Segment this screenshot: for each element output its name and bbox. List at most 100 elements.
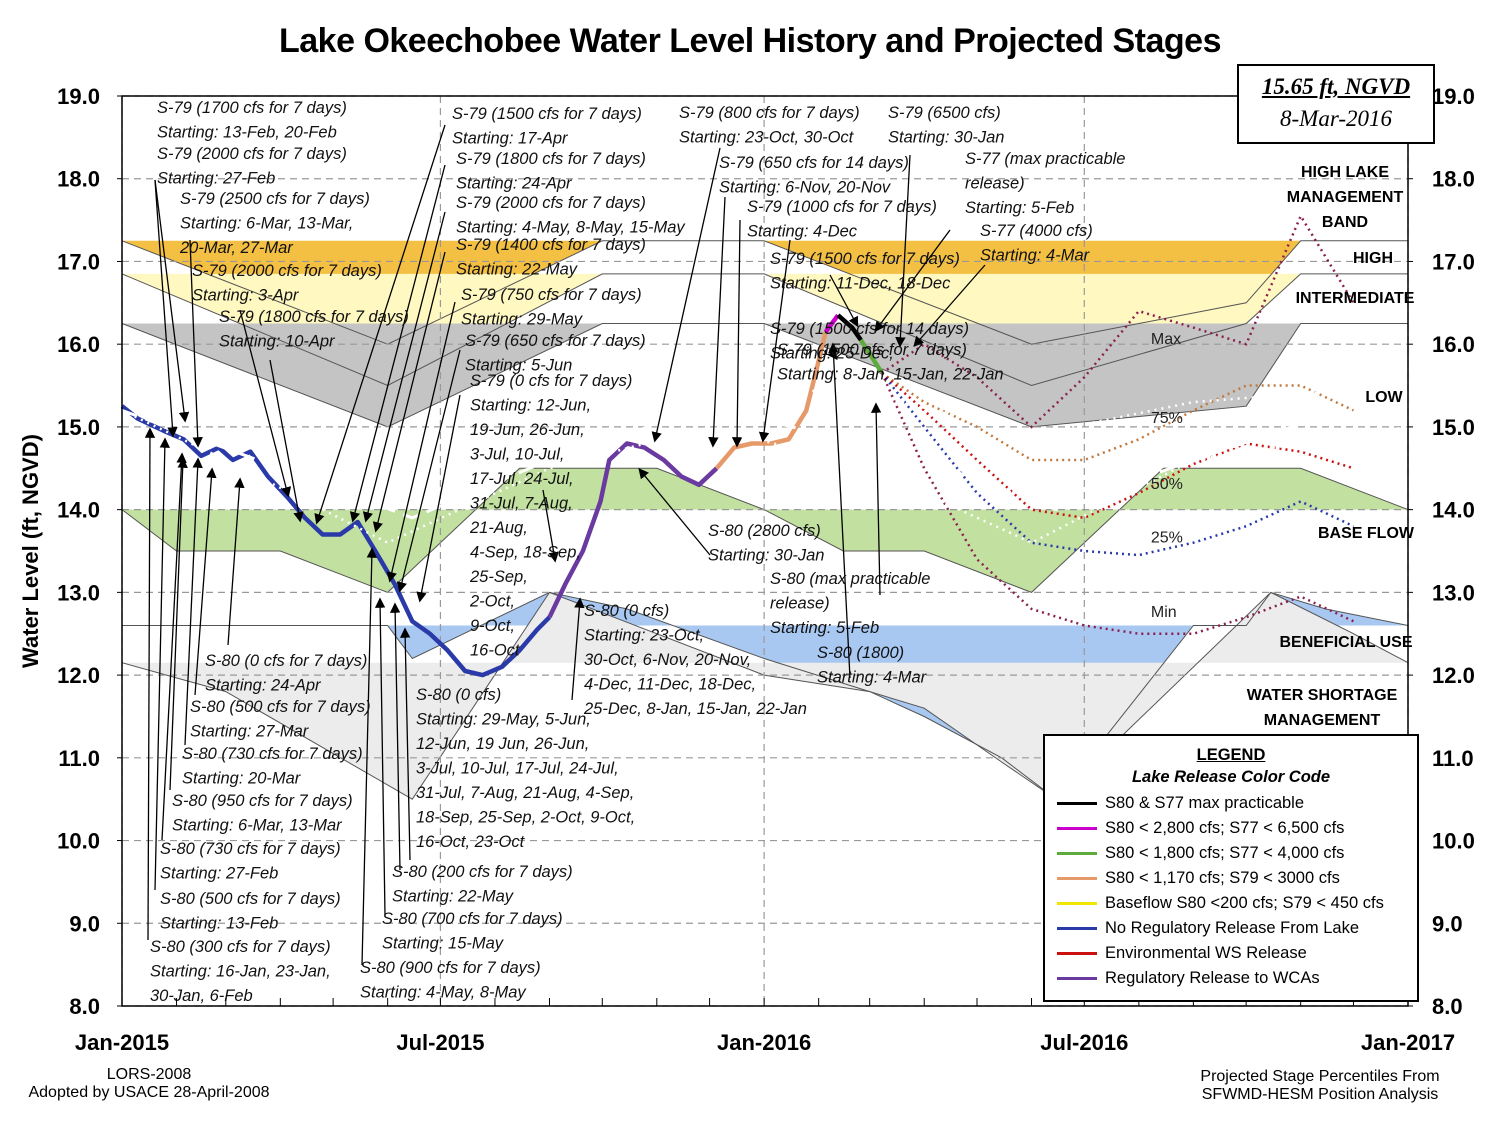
- current-stage-value: 15.65 ft, NGVD: [1261, 74, 1411, 99]
- annotation-arrow: [386, 301, 456, 583]
- release-annotation: 4-Dec, 11-Dec, 18-Dec,: [584, 676, 756, 694]
- release-annotation: release): [770, 595, 830, 613]
- release-annotation: 20-Mar, 27-Mar: [179, 239, 294, 257]
- footer-right-line1: Projected Stage Percentiles From: [1200, 1068, 1440, 1085]
- historical-mean-line: [121, 404, 1354, 520]
- release-annotation: S-80 (200 cfs for 7 days): [392, 863, 573, 881]
- y-tick-label-right: 13.0: [1432, 580, 1475, 605]
- release-annotation: Starting: 15-May: [382, 935, 505, 953]
- release-annotation: 31-Jul, 7-Aug,: [470, 495, 573, 513]
- legend-swatch: [1057, 927, 1097, 930]
- release-annotation: S-79 (2000 cfs for 7 days): [157, 145, 347, 163]
- percentile-label: 75%: [1151, 410, 1183, 427]
- release-annotation: S-80 (max practicable: [770, 570, 930, 588]
- release-annotation: Starting: 4-May, 8-May, 15-May: [456, 219, 686, 237]
- release-annotation: S-77 (4000 cfs): [980, 222, 1093, 240]
- release-annotation: 12-Jun, 19 Jun, 26-Jun,: [416, 735, 589, 753]
- annotation-arrow: [239, 309, 292, 498]
- annotation-arrow: [154, 179, 190, 423]
- y-tick-label-right: 9.0: [1432, 911, 1463, 936]
- release-annotation: 4-Sep, 18-Sep,: [470, 544, 581, 562]
- annotation-arrow: [161, 452, 187, 841]
- release-annotation: Starting: 12-Jun,: [470, 397, 591, 415]
- footer-left-line1: LORS-2008: [106, 1066, 192, 1083]
- annotation-arrow: [269, 359, 304, 523]
- legend-swatch: [1057, 827, 1097, 830]
- observed-stage-segment: [859, 338, 884, 375]
- release-annotation: Starting: 20-Mar: [182, 770, 302, 788]
- release-annotation: Starting: 22-May: [392, 888, 515, 906]
- annotation-arrow: [349, 164, 446, 523]
- release-annotation: S-79 (650 cfs for 7 days): [465, 332, 646, 350]
- release-annotation: S-79 (6500 cfs): [888, 104, 1001, 122]
- y-axis-label: Water Level (ft, NGVD): [18, 434, 43, 668]
- y-tick-label-right: 19.0: [1432, 84, 1475, 109]
- zone-boundary-line: [121, 323, 1408, 428]
- release-annotation: S-79 (0 cfs for 7 days): [470, 372, 632, 390]
- release-annotation: S-79 (2500 cfs for 7 days): [180, 190, 370, 208]
- zone-label: BAND: [1322, 214, 1368, 231]
- zone-boundary-line: [121, 273, 1408, 387]
- y-tick-label-left: 13.0: [57, 580, 100, 605]
- legend-item: S80 < 2,800 cfs; S77 < 6,500 cfs: [1045, 816, 1417, 841]
- annotation-arrow: [227, 477, 245, 646]
- zone-label: MANAGEMENT: [1287, 189, 1404, 206]
- y-tick-label-right: 12.0: [1432, 663, 1475, 688]
- release-annotation: Starting: 30-Jan: [708, 547, 824, 565]
- legend-swatch: [1057, 902, 1097, 905]
- release-annotation: S-80 (500 cfs for 7 days): [160, 890, 341, 908]
- y-tick-label-right: 8.0: [1432, 994, 1463, 1019]
- release-annotation: Starting: 5-Feb: [965, 199, 1074, 217]
- zone-label: BENEFICIAL USE: [1279, 634, 1412, 651]
- zone-boundary-line: [121, 240, 1408, 345]
- release-annotation: 3-Jul, 10-Jul, 17-Jul, 24-Jul,: [416, 760, 619, 778]
- release-annotation: 17-Jul, 24-Jul,: [470, 470, 574, 488]
- annotation-arrow: [184, 457, 203, 746]
- release-annotation: S-80 (730 cfs for 7 days): [160, 840, 341, 858]
- y-tick-label-right: 14.0: [1432, 498, 1475, 523]
- annotation-arrow: [829, 274, 859, 328]
- release-annotation: S-77 (max practicable: [965, 150, 1125, 168]
- legend-label: S80 < 1,800 cfs; S77 < 4,000 cfs: [1105, 844, 1345, 862]
- legend-label: S80 < 2,800 cfs; S77 < 6,500 cfs: [1105, 819, 1345, 837]
- release-annotation: Starting: 6-Nov, 20-Nov: [719, 179, 892, 197]
- zone-label: BASE FLOW: [1318, 525, 1415, 542]
- release-annotation: S-79 (1500 cfs for 7 days): [777, 341, 967, 359]
- release-annotation: Starting: 6-Mar, 13-Mar: [172, 817, 343, 835]
- y-tick-label-left: 11.0: [58, 746, 100, 771]
- annotation-arrow: [399, 627, 411, 861]
- release-annotation: Starting: 23-Oct, 30-Oct: [679, 129, 855, 147]
- release-annotation: 21-Aug,: [469, 519, 528, 537]
- release-annotation: S-80 (700 cfs for 7 days): [382, 910, 563, 928]
- footer-right: Projected Stage Percentiles From SFWMD-H…: [1170, 1068, 1470, 1104]
- annotation-arrow: [361, 547, 378, 966]
- y-tick-label-right: 15.0: [1432, 415, 1475, 440]
- release-annotation: 2-Oct,: [469, 593, 515, 611]
- annotation-arrow: [708, 196, 726, 448]
- legend: LEGEND Lake Release Color Code S80 & S77…: [1043, 734, 1419, 1002]
- current-stage-date: 8-Mar-2016: [1280, 106, 1392, 131]
- percentile-label: 25%: [1151, 530, 1183, 547]
- x-tick-label: Jul-2015: [396, 1030, 484, 1055]
- x-tick-label: Jan-2016: [717, 1030, 811, 1055]
- zone-label: HIGH LAKE: [1301, 164, 1389, 181]
- release-annotation: S-79 (2000 cfs for 7 days): [192, 262, 382, 280]
- annotation-arrow: [571, 597, 585, 701]
- legend-title: LEGEND: [1196, 746, 1266, 764]
- release-annotation: 19-Jun, 26-Jun,: [470, 421, 585, 439]
- annotation-arrow: [542, 489, 559, 563]
- release-annotation: 3-Jul, 10-Jul,: [470, 446, 564, 464]
- zone-label: INTERMEDIATE: [1296, 290, 1415, 307]
- legend-item: S80 < 1,170 cfs; S79 < 3000 cfs: [1045, 866, 1417, 891]
- footer-left-line2: Adopted by USACE 28-April-2008: [28, 1084, 270, 1101]
- annotation-arrow: [154, 179, 178, 438]
- y-tick-label-right: 10.0: [1432, 829, 1475, 854]
- annotation-arrow: [189, 239, 203, 448]
- y-tick-label-left: 15.0: [57, 415, 100, 440]
- release-annotation: 16-Oct: [470, 642, 521, 660]
- annotation-arrow: [913, 264, 986, 347]
- release-annotation: 25-Dec, 8-Jan, 15-Jan, 22-Jan: [583, 700, 807, 718]
- release-annotation: Starting: 24-Apr: [456, 175, 573, 193]
- annotation-arrow: [194, 467, 217, 696]
